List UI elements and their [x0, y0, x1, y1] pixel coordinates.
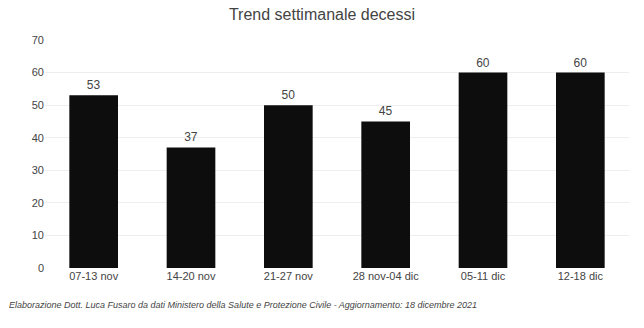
svg-text:Elaborazione Dott. Luca Fusaro: Elaborazione Dott. Luca Fusaro da dati M…: [9, 300, 477, 310]
svg-text:12-18 dic: 12-18 dic: [558, 270, 604, 282]
svg-text:20: 20: [32, 197, 44, 209]
svg-text:53: 53: [87, 78, 101, 92]
svg-text:30: 30: [32, 164, 44, 176]
svg-text:28 nov-04 dic: 28 nov-04 dic: [353, 270, 420, 282]
svg-text:07-13 nov: 07-13 nov: [69, 270, 118, 282]
svg-text:0: 0: [38, 262, 44, 274]
svg-text:45: 45: [379, 104, 393, 118]
svg-text:60: 60: [476, 56, 490, 70]
svg-text:40: 40: [32, 132, 44, 144]
svg-text:50: 50: [281, 88, 295, 102]
svg-text:70: 70: [32, 34, 44, 46]
svg-text:60: 60: [32, 66, 44, 78]
svg-text:Trend settimanale decessi: Trend settimanale decessi: [229, 6, 415, 23]
svg-text:37: 37: [184, 130, 198, 144]
svg-text:10: 10: [32, 229, 44, 241]
svg-text:14-20 nov: 14-20 nov: [167, 270, 216, 282]
svg-text:50: 50: [32, 99, 44, 111]
svg-text:05-11 dic: 05-11 dic: [461, 270, 506, 282]
svg-text:60: 60: [573, 56, 587, 70]
svg-text:21-27 nov: 21-27 nov: [264, 270, 313, 282]
